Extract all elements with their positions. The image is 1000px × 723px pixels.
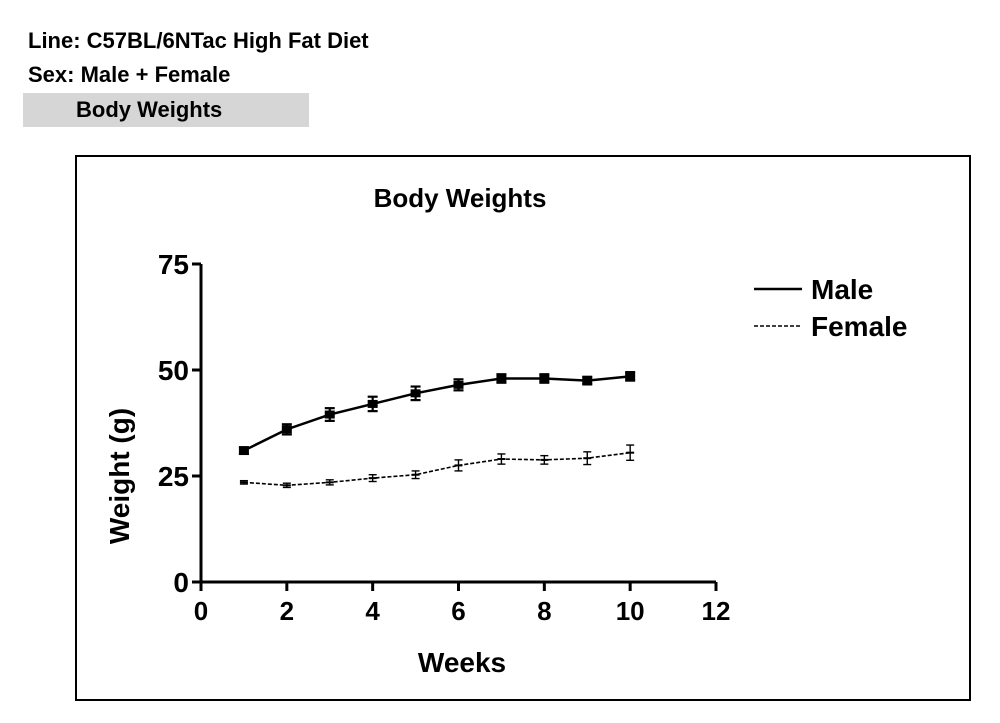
line-label: Line: C57BL/6NTac High Fat Diet <box>28 28 369 53</box>
x-tick-label-12: 12 <box>702 596 731 626</box>
y-tick-label-0: 0 <box>173 567 189 598</box>
male-series-line <box>243 375 631 452</box>
male-point-4 <box>367 395 378 413</box>
male-marker-10 <box>625 372 636 381</box>
y-tick-label-75: 75 <box>158 249 189 280</box>
male-marker-2 <box>281 425 292 434</box>
male-point-9 <box>582 375 593 386</box>
male-marker-5 <box>410 389 421 398</box>
sex-label: Sex: Male + Female <box>28 62 231 87</box>
male-marker-6 <box>453 380 464 389</box>
female-series-line <box>243 451 631 487</box>
male-point-10 <box>625 371 636 382</box>
male-point-2 <box>281 423 292 436</box>
male-point-3 <box>324 407 335 422</box>
y-tick-label-50: 50 <box>158 355 189 386</box>
male-marker-3 <box>324 410 335 419</box>
y-tick-label-25: 25 <box>158 461 189 492</box>
chart-title: Body Weights <box>374 183 547 213</box>
legend-male-label: Male <box>811 274 873 305</box>
male-point-6 <box>453 378 464 392</box>
y-axis-label: Weight (g) <box>104 408 135 544</box>
female-point-6 <box>454 459 463 472</box>
x-tick-label-8: 8 <box>537 596 551 626</box>
female-point-4 <box>368 474 377 483</box>
female-point-5 <box>411 470 420 480</box>
male-point-7 <box>496 373 507 384</box>
male-marker-4 <box>367 399 378 408</box>
x-tick-label-0: 0 <box>194 596 208 626</box>
male-marker-1 <box>238 446 249 455</box>
male-marker-9 <box>582 376 593 385</box>
male-marker-8 <box>539 374 550 383</box>
x-tick-label-4: 4 <box>365 596 380 626</box>
female-point-2 <box>282 482 291 489</box>
body-weights-chart: Body Weights Weeks Weight (g) 0 2 4 6 8 10 12 0… <box>104 183 908 678</box>
female-point-7 <box>497 453 506 465</box>
legend-female-label: Female <box>811 311 908 342</box>
x-tick-label-10: 10 <box>616 596 645 626</box>
female-point-1 <box>239 479 248 485</box>
x-tick-label-2: 2 <box>280 596 294 626</box>
section-header-bar: Body Weights <box>23 93 309 127</box>
female-point-9 <box>583 451 592 466</box>
male-point-1 <box>238 446 249 456</box>
male-point-8 <box>539 373 550 384</box>
female-point-3 <box>325 479 334 486</box>
x-axis-label: Weeks <box>418 647 506 678</box>
chart-frame: Body Weights Weeks Weight (g) 0 2 4 6 8 10 12 0… <box>75 155 971 701</box>
x-tick-label-6: 6 <box>451 596 465 626</box>
female-point-10 <box>626 444 635 462</box>
male-point-5 <box>410 385 421 402</box>
female-point-8 <box>540 454 549 465</box>
section-header-label: Body Weights <box>76 97 223 122</box>
male-marker-7 <box>496 374 507 383</box>
